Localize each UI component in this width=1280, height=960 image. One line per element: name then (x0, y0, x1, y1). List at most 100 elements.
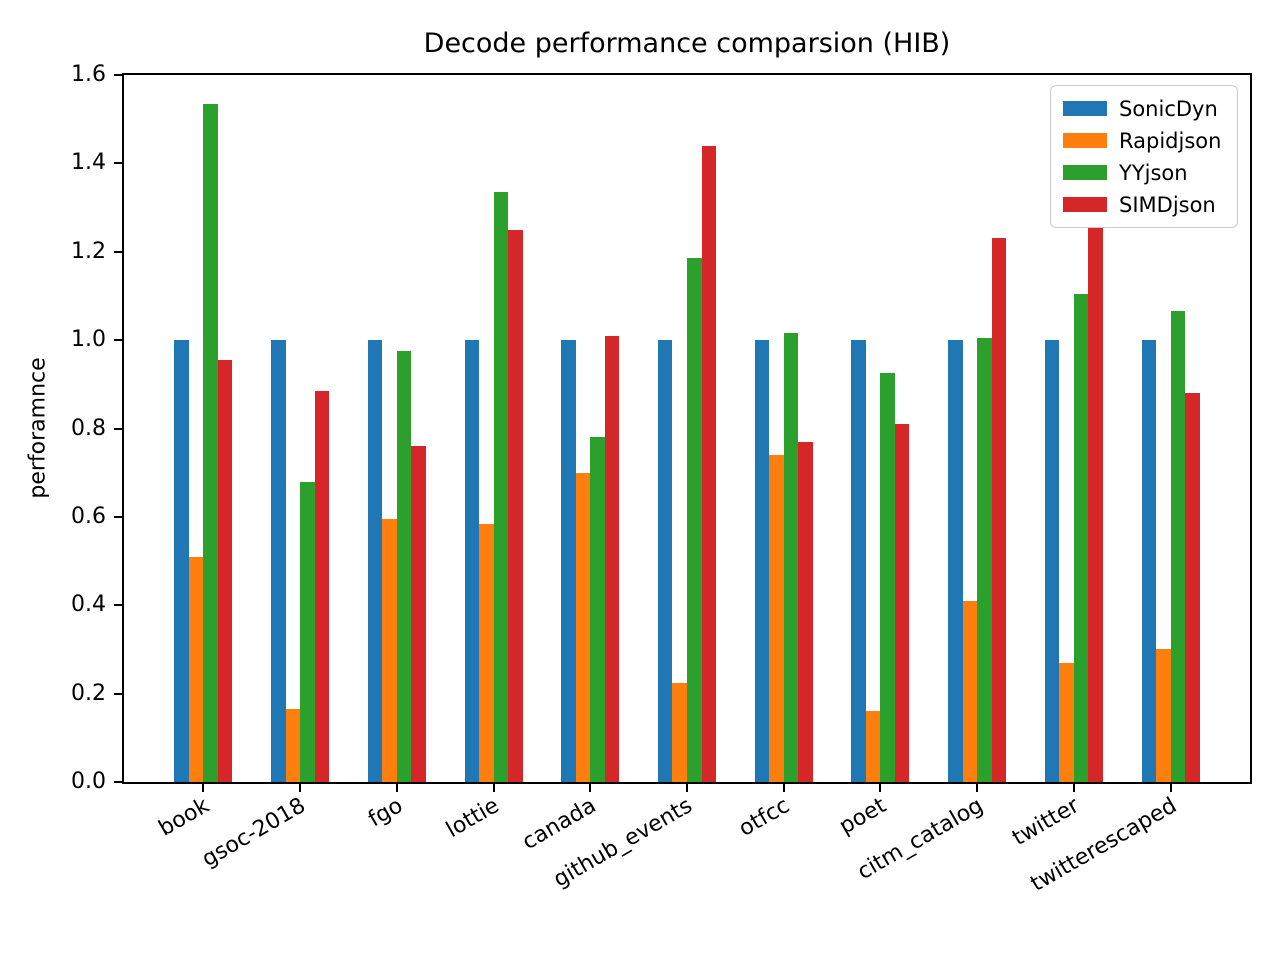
x-tick (686, 784, 688, 792)
legend: SonicDyn Rapidjson YYjson SIMDjson (1050, 85, 1239, 228)
bar-rapidjson-lottie (479, 523, 494, 782)
x-tick (299, 784, 302, 792)
bar-rapidjson-book (188, 556, 204, 782)
legend-item-sonicdyn: SonicDyn (1063, 96, 1221, 121)
bar-rapidjson-gsoc-2018 (285, 709, 301, 782)
bar-sonicdyn-book (174, 340, 189, 782)
x-tick (782, 784, 785, 792)
legend-swatch-icon (1063, 197, 1107, 212)
bar-simdjson-lottie (508, 229, 523, 782)
y-tick-label: 0.2 (71, 680, 106, 706)
bar-yyjson-poet (880, 373, 895, 782)
legend-swatch-icon (1063, 101, 1107, 116)
bar-yyjson-github_events (687, 258, 702, 782)
legend-label: YYjson (1119, 160, 1188, 185)
bar-simdjson-book (217, 360, 233, 782)
bar-yyjson-fgo (396, 351, 412, 782)
x-tick-label: poet (835, 793, 891, 840)
bar-yyjson-canada (590, 437, 605, 782)
bar-sonicdyn-twitter (1044, 340, 1060, 782)
bar-yyjson-lottie (493, 192, 509, 782)
x-tick (395, 784, 398, 792)
bar-sonicdyn-citm_catalog (948, 340, 963, 782)
bar-yyjson-citm_catalog (977, 337, 992, 782)
bar-simdjson-github_events (701, 145, 716, 782)
bar-rapidjson-canada (575, 472, 591, 782)
x-tick-label: book (154, 793, 214, 842)
bar-sonicdyn-twitterescaped (1141, 340, 1157, 782)
bar-rapidjson-otfcc (769, 455, 784, 782)
y-tick (114, 781, 122, 783)
legend-label: SIMDjson (1119, 192, 1216, 217)
y-tick (114, 515, 122, 518)
y-tick-label: 0.0 (71, 769, 106, 794)
x-tick (1169, 784, 1172, 792)
bar-rapidjson-twitter (1059, 662, 1074, 782)
bar-yyjson-twitterescaped (1170, 311, 1186, 782)
legend-label: SonicDyn (1119, 96, 1218, 121)
bar-rapidjson-fgo (382, 519, 397, 782)
bar-yyjson-otfcc (783, 333, 799, 782)
y-tick (114, 339, 122, 342)
bar-simdjson-poet (894, 424, 910, 782)
x-tick (879, 784, 882, 792)
bar-simdjson-gsoc-2018 (314, 390, 330, 782)
y-tick (114, 692, 122, 695)
y-tick-label: 1.0 (71, 327, 106, 353)
x-tick-label: gsoc-2018 (198, 793, 311, 873)
y-tick (114, 162, 122, 165)
x-tick (1072, 784, 1075, 792)
bar-sonicdyn-github_events (657, 340, 673, 782)
bar-sonicdyn-poet (851, 340, 866, 782)
y-tick-label: 0.6 (71, 503, 106, 529)
legend-swatch-icon (1063, 133, 1107, 148)
x-tick-label: canada (518, 793, 601, 856)
bar-simdjson-citm_catalog (991, 238, 1007, 782)
x-tick-label: twitter (1008, 793, 1084, 852)
legend-item-simdjson: SIMDjson (1063, 192, 1221, 217)
bar-rapidjson-github_events (672, 682, 687, 782)
y-tick (114, 250, 122, 253)
x-tick-label: otfcc (734, 793, 794, 842)
legend-item-yyjson: YYjson (1063, 160, 1221, 185)
x-tick (976, 784, 979, 792)
bar-rapidjson-poet (865, 711, 881, 782)
legend-label: Rapidjson (1119, 128, 1222, 153)
x-tick (589, 784, 592, 792)
bar-sonicdyn-otfcc (754, 340, 770, 782)
y-tick-label: 1.6 (71, 62, 106, 87)
bar-simdjson-otfcc (798, 441, 813, 782)
bar-yyjson-twitter (1073, 293, 1089, 782)
plot-spine-left (122, 73, 124, 784)
bar-simdjson-canada (604, 335, 620, 782)
x-tick (202, 784, 205, 792)
bar-sonicdyn-lottie (464, 340, 479, 782)
y-tick-label: 0.8 (71, 415, 106, 441)
legend-swatch-icon (1063, 165, 1107, 180)
bar-yyjson-gsoc-2018 (300, 481, 315, 782)
bar-sonicdyn-gsoc-2018 (271, 340, 286, 782)
bar-simdjson-fgo (411, 446, 426, 782)
plot-spine-right (1250, 73, 1252, 784)
x-tick (492, 784, 495, 792)
bar-yyjson-book (203, 103, 218, 782)
bar-simdjson-twitter (1088, 214, 1103, 782)
chart-title: Decode performance comparsion (HIB) (423, 28, 951, 59)
x-tick-label: lottie (442, 793, 504, 844)
plot-spine-top (124, 73, 1252, 75)
bar-rapidjson-citm_catalog (962, 600, 978, 782)
y-tick (114, 74, 122, 76)
y-tick-label: 0.4 (71, 592, 106, 618)
y-tick (114, 427, 122, 430)
x-tick-label: fgo (363, 793, 407, 833)
y-tick-label: 1.2 (71, 238, 106, 264)
bar-sonicdyn-fgo (367, 340, 383, 782)
y-tick-label: 1.4 (71, 150, 106, 176)
bar-rapidjson-twitterescaped (1156, 649, 1171, 782)
y-tick (114, 604, 122, 607)
bar-simdjson-twitterescaped (1185, 393, 1200, 782)
plot-spine-bottom (124, 782, 1252, 784)
legend-item-rapidjson: Rapidjson (1063, 128, 1221, 153)
bar-sonicdyn-canada (561, 340, 576, 782)
